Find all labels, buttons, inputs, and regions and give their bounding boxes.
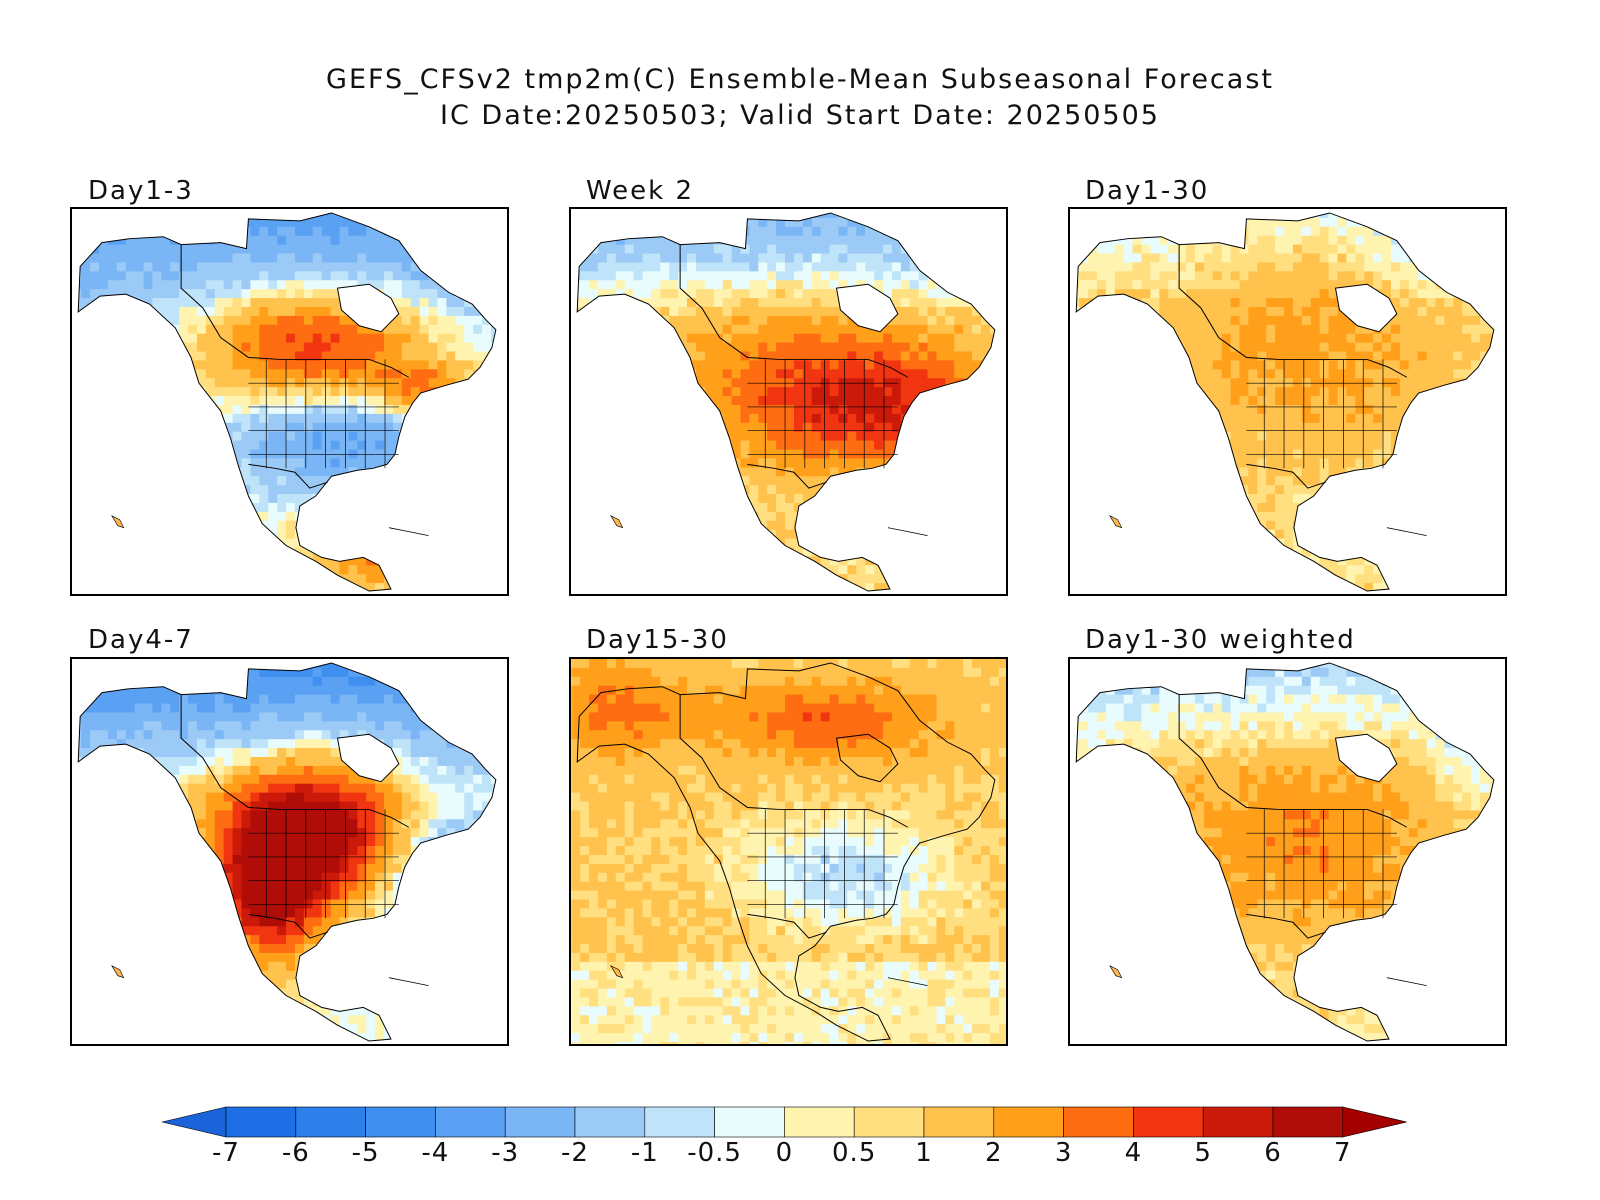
colorbar-tick-label: 0 (775, 1138, 794, 1168)
colorbar-swatch (225, 1106, 297, 1138)
anomaly-field (78, 212, 496, 592)
state-borders (747, 359, 898, 469)
caribbean-islands (887, 527, 928, 536)
hawaii-islands (610, 965, 624, 979)
hawaii-islands (111, 965, 125, 979)
colorbar-tick-label: -5 (351, 1138, 380, 1168)
map-panel-day1-30 (1068, 207, 1507, 596)
colorbar-low-arrow (161, 1106, 227, 1138)
colorbar-tick-label: -1 (630, 1138, 659, 1168)
colorbar-tick-label: 6 (1264, 1138, 1282, 1168)
national-border (679, 244, 909, 378)
map-panel-day15-30 (569, 657, 1008, 1046)
colorbar-swatch (1272, 1106, 1344, 1138)
hudson-bay-coastline (835, 283, 899, 333)
colorbar-swatch (435, 1106, 506, 1138)
anomaly-field (1076, 662, 1494, 1042)
colorbar-swatch (714, 1106, 785, 1138)
colorbar-tick-label: 7 (1334, 1138, 1352, 1168)
colorbar-swatch (365, 1106, 436, 1138)
national-border (180, 694, 410, 828)
state-borders (747, 809, 898, 919)
colorbar-swatch (295, 1106, 366, 1138)
colorbar-tick-label: -6 (281, 1138, 310, 1168)
panel-label-day1-30-weighted: Day1-30 weighted (1085, 625, 1356, 655)
colorbar-tick-label: -7 (212, 1138, 240, 1168)
panel-label-day4-7: Day4-7 (88, 625, 194, 655)
colorbar-tick-label: 0.5 (832, 1138, 877, 1168)
panel-label-week2: Week 2 (586, 176, 695, 206)
colorbar-swatch (1202, 1106, 1274, 1138)
colorbar-tick-label: -3 (491, 1138, 520, 1168)
colorbar-tick-label: 5 (1194, 1138, 1212, 1168)
state-borders (1246, 809, 1397, 919)
hawaii-islands (111, 515, 125, 529)
coastline (77, 212, 497, 592)
anomaly-field (78, 662, 496, 1042)
caribbean-islands (1386, 527, 1427, 536)
colorbar-tick-label: 2 (985, 1138, 1003, 1168)
state-borders (248, 359, 399, 469)
colorbar-swatch (1063, 1106, 1134, 1138)
caribbean-islands (1386, 977, 1427, 986)
state-borders (248, 809, 399, 919)
colorbar-high-arrow (1342, 1106, 1407, 1138)
coastline (77, 662, 497, 1042)
panel-label-day15-30: Day15-30 (586, 625, 729, 655)
state-borders (1246, 359, 1397, 469)
hudson-bay-coastline (336, 283, 400, 333)
map-panel-day1-30-weighted (1068, 657, 1507, 1046)
hudson-bay-coastline (1334, 733, 1398, 783)
hawaii-islands (1109, 965, 1123, 979)
colorbar-swatch (784, 1106, 855, 1138)
colorbar-swatch (923, 1106, 995, 1138)
hawaii-islands (1109, 515, 1123, 529)
colorbar-tick-label: -2 (561, 1138, 589, 1168)
national-border (1178, 694, 1408, 828)
coastline (576, 662, 996, 1042)
colorbar-legend (161, 1106, 1407, 1138)
colorbar-swatch (574, 1106, 646, 1138)
panel-label-day1-30: Day1-30 (1085, 176, 1210, 206)
colorbar-swatch (1133, 1106, 1204, 1138)
title-line-2: IC Date:20250503; Valid Start Date: 2025… (440, 100, 1160, 131)
hudson-bay-coastline (336, 733, 400, 783)
national-border (679, 694, 909, 828)
title-line-1: GEFS_CFSv2 tmp2m(C) Ensemble-Mean Subsea… (326, 64, 1274, 95)
colorbar-tick-label: -4 (421, 1138, 450, 1168)
caribbean-islands (887, 977, 928, 986)
colorbar-swatch (644, 1106, 715, 1138)
colorbar-swatch (853, 1106, 925, 1138)
map-panel-day1-3 (70, 207, 509, 596)
colorbar-tick-label: 1 (915, 1138, 933, 1168)
hudson-bay-coastline (835, 733, 899, 783)
map-panel-day4-7 (70, 657, 509, 1046)
coastline (1075, 662, 1495, 1042)
national-border (1178, 244, 1408, 378)
coastline (1075, 212, 1495, 592)
colorbar-tick-label: 4 (1124, 1138, 1143, 1168)
caribbean-islands (388, 527, 429, 536)
colorbar-tick-label: -0.5 (687, 1138, 742, 1168)
national-border (180, 244, 410, 378)
anomaly-field (1076, 212, 1494, 592)
coastline (576, 212, 996, 592)
caribbean-islands (388, 977, 429, 986)
hawaii-islands (610, 515, 624, 529)
hudson-bay-coastline (1334, 283, 1398, 333)
colorbar-swatch (993, 1106, 1064, 1138)
colorbar-tick-label: 3 (1054, 1138, 1073, 1168)
panel-label-day1-3: Day1-3 (88, 176, 194, 206)
colorbar-swatch (504, 1106, 576, 1138)
anomaly-field (577, 212, 995, 592)
map-panel-week2 (569, 207, 1008, 596)
